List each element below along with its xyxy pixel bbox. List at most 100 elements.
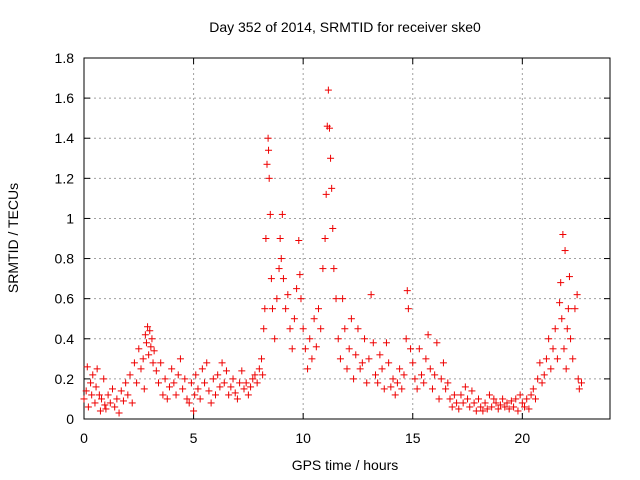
data-point [525,405,533,413]
data-point [263,160,271,168]
data-point [571,305,579,313]
data-point [475,395,482,403]
data-point [286,325,294,333]
data-point [398,385,406,393]
data-point [481,399,489,407]
data-point [437,375,445,383]
data-point [142,339,150,347]
data-point [327,154,335,162]
data-point [209,375,217,383]
data-point [371,371,379,379]
data-point [575,385,583,393]
data-point [439,359,447,367]
data-point [325,124,333,132]
data-point [411,375,419,383]
data-point [207,399,215,407]
data-point [365,355,373,363]
data-point [183,395,191,403]
data-point [556,299,564,307]
data-point [470,399,478,407]
data-point [306,335,314,343]
data-point [194,385,202,393]
data-point [271,335,279,343]
data-point [402,335,410,343]
data-point [385,359,393,367]
data-point [540,371,548,379]
data-point [505,405,513,413]
data-point [276,235,284,242]
data-point [431,371,439,379]
data-point [124,391,132,399]
data-point [262,235,270,242]
data-point [549,345,557,353]
data-point [282,305,290,313]
y-tick-label: 1.2 [55,170,75,186]
data-point [115,409,123,417]
data-point [563,325,571,333]
data-point [92,383,100,391]
data-point [527,391,535,399]
data-point [176,355,184,363]
data-point [247,383,255,391]
data-point [225,391,233,399]
data-point [350,375,358,383]
data-point [83,363,91,371]
data-point [319,265,327,273]
data-point [304,365,312,373]
y-tick-label: 0.2 [55,371,75,387]
data-point [96,407,104,415]
data-point [192,371,200,379]
data-point [536,359,544,367]
data-point [165,383,173,391]
data-point [378,365,386,373]
data-point [93,365,101,373]
y-tick-label: 0.4 [55,331,75,347]
data-point [518,399,526,407]
data-point [347,315,355,323]
data-point [413,385,421,393]
data-point [144,323,152,331]
data-point [104,391,112,399]
data-point [507,397,515,405]
grid-lines [84,58,610,419]
data-point [369,339,377,347]
data-point [400,371,408,379]
data-point [101,401,109,409]
data-point [496,401,504,409]
data-point [446,395,454,403]
data-point [424,331,432,339]
data-point [266,210,274,218]
data-point [343,365,351,373]
data-point [259,371,267,379]
data-point [130,359,138,367]
data-point [336,355,344,363]
data-point [334,335,342,343]
data-point [322,190,330,198]
data-point [222,367,230,375]
data-point [258,355,266,363]
data-point [249,375,257,383]
data-point [308,355,316,363]
data-point [147,343,155,351]
data-point [201,379,209,387]
data-point [242,379,250,387]
data-point [389,375,397,383]
data-point [137,365,145,373]
data-point [149,359,157,367]
data-point [133,379,141,387]
data-point [119,397,127,405]
data-point [159,391,167,399]
data-point [255,365,263,373]
data-point [155,379,163,387]
data-point [403,287,411,295]
data-point [190,407,198,415]
data-point [387,383,395,391]
data-point [218,359,226,367]
data-point [88,391,96,399]
data-point [409,359,417,367]
data-point [236,379,244,387]
y-tick-label: 0.8 [55,251,75,267]
data-point [196,395,204,403]
data-point [374,379,382,387]
data-point [117,387,125,395]
